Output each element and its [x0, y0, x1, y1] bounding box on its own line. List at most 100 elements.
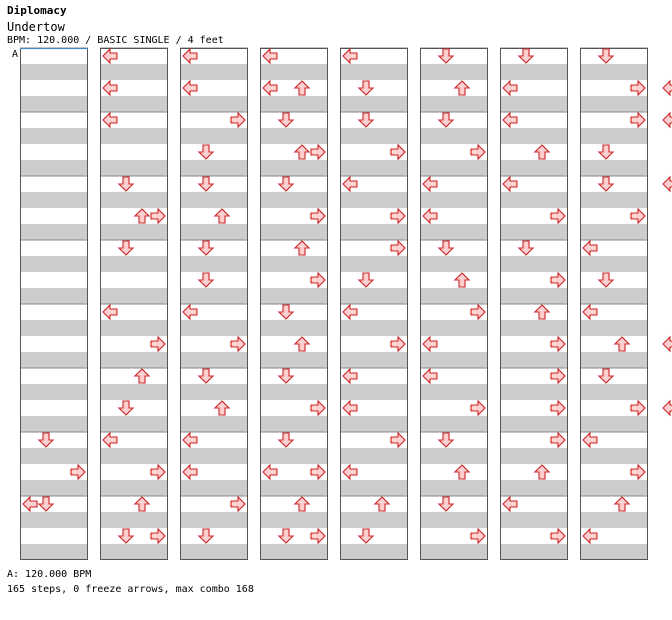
right-arrow-icon: [390, 431, 406, 449]
right-arrow-icon: [150, 335, 166, 353]
left-arrow-icon: [102, 111, 118, 129]
song-title: Undertow: [7, 20, 65, 34]
up-arrow-icon: [533, 144, 551, 160]
down-arrow-icon: [197, 368, 215, 384]
right-arrow-icon: [630, 463, 646, 481]
left-arrow-icon: [182, 47, 198, 65]
left-arrow-icon: [582, 431, 598, 449]
up-arrow-icon: [133, 208, 151, 224]
right-arrow-icon: [310, 463, 326, 481]
right-arrow-icon: [630, 399, 646, 417]
chart-stats: 165 steps, 0 freeze arrows, max combo 16…: [7, 584, 254, 595]
right-arrow-icon: [470, 303, 486, 321]
artist-title: Diplomacy: [7, 4, 67, 17]
right-arrow-icon: [630, 207, 646, 225]
left-arrow-icon: [182, 303, 198, 321]
right-arrow-icon: [470, 527, 486, 545]
up-arrow-icon: [613, 496, 631, 512]
left-arrow-icon: [502, 111, 518, 129]
left-arrow-icon: [342, 463, 358, 481]
left-arrow-icon: [582, 527, 598, 545]
right-arrow-icon: [310, 527, 326, 545]
right-arrow-icon: [470, 399, 486, 417]
left-arrow-icon: [422, 207, 438, 225]
up-arrow-icon: [533, 304, 551, 320]
down-arrow-icon: [117, 176, 135, 192]
chart-column: [500, 47, 568, 560]
left-arrow-icon: [502, 79, 518, 97]
down-arrow-icon: [517, 48, 535, 64]
up-arrow-icon: [133, 368, 151, 384]
left-arrow-icon: [182, 431, 198, 449]
left-arrow-icon: [662, 175, 672, 193]
down-arrow-icon: [597, 144, 615, 160]
left-arrow-icon: [422, 175, 438, 193]
chart-column: [100, 47, 168, 560]
left-arrow-icon: [182, 463, 198, 481]
right-arrow-icon: [390, 335, 406, 353]
right-arrow-icon: [550, 367, 566, 385]
right-arrow-icon: [310, 399, 326, 417]
right-arrow-icon: [230, 335, 246, 353]
left-arrow-icon: [662, 79, 672, 97]
up-arrow-icon: [453, 272, 471, 288]
left-arrow-icon: [662, 399, 672, 417]
down-arrow-icon: [277, 176, 295, 192]
up-arrow-icon: [373, 496, 391, 512]
down-arrow-icon: [357, 528, 375, 544]
left-arrow-icon: [342, 399, 358, 417]
down-arrow-icon: [437, 496, 455, 512]
down-arrow-icon: [197, 240, 215, 256]
down-arrow-icon: [277, 368, 295, 384]
chart-column: [340, 47, 408, 560]
down-arrow-icon: [117, 240, 135, 256]
down-arrow-icon: [357, 80, 375, 96]
left-arrow-icon: [102, 431, 118, 449]
right-arrow-icon: [70, 463, 86, 481]
right-arrow-icon: [150, 463, 166, 481]
down-arrow-icon: [277, 432, 295, 448]
right-arrow-icon: [390, 207, 406, 225]
down-arrow-icon: [197, 144, 215, 160]
right-arrow-icon: [390, 239, 406, 257]
left-arrow-icon: [342, 175, 358, 193]
down-arrow-icon: [597, 272, 615, 288]
left-arrow-icon: [502, 175, 518, 193]
up-arrow-icon: [453, 80, 471, 96]
left-arrow-icon: [422, 367, 438, 385]
down-arrow-icon: [437, 240, 455, 256]
right-arrow-icon: [310, 271, 326, 289]
up-arrow-icon: [293, 80, 311, 96]
left-arrow-icon: [22, 495, 38, 513]
right-arrow-icon: [550, 399, 566, 417]
down-arrow-icon: [277, 112, 295, 128]
left-arrow-icon: [182, 79, 198, 97]
chart-info: BPM: 120.000 / BASIC SINGLE / 4 feet: [7, 35, 224, 46]
right-arrow-icon: [550, 431, 566, 449]
bpm-marker-label: A: [12, 49, 18, 60]
left-arrow-icon: [262, 47, 278, 65]
up-arrow-icon: [213, 208, 231, 224]
down-arrow-icon: [197, 528, 215, 544]
up-arrow-icon: [533, 464, 551, 480]
up-arrow-icon: [293, 240, 311, 256]
right-arrow-icon: [150, 207, 166, 225]
left-arrow-icon: [262, 463, 278, 481]
right-arrow-icon: [310, 143, 326, 161]
right-arrow-icon: [390, 143, 406, 161]
down-arrow-icon: [117, 528, 135, 544]
down-arrow-icon: [37, 496, 55, 512]
down-arrow-icon: [597, 48, 615, 64]
down-arrow-icon: [517, 240, 535, 256]
left-arrow-icon: [662, 111, 672, 129]
down-arrow-icon: [197, 176, 215, 192]
right-arrow-icon: [550, 207, 566, 225]
up-arrow-icon: [293, 496, 311, 512]
right-arrow-icon: [230, 495, 246, 513]
left-arrow-icon: [342, 303, 358, 321]
chart-column: [180, 47, 248, 560]
left-arrow-icon: [342, 367, 358, 385]
right-arrow-icon: [230, 111, 246, 129]
down-arrow-icon: [37, 432, 55, 448]
step-chart: A: [12, 47, 672, 560]
